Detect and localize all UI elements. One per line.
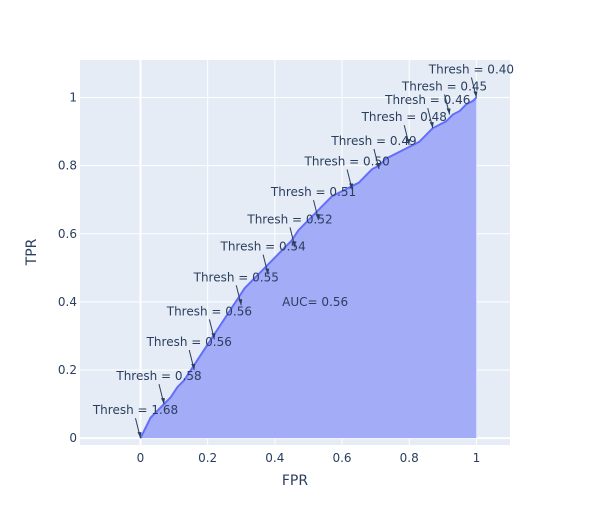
threshold-annotation-label: Thresh = 0.54	[220, 240, 306, 254]
annotation-arrowhead	[315, 214, 320, 221]
x-axis-ticks: 0 0.2 0.4 0.6 0.8 1	[137, 451, 481, 465]
x-tick-label: 0.6	[332, 451, 351, 465]
y-axis-title: TPR	[24, 238, 40, 266]
annotation-arrowhead	[375, 163, 380, 170]
threshold-annotation-label: Thresh = 1.68	[92, 403, 178, 417]
threshold-annotation-label: Thresh = 0.45	[401, 80, 487, 94]
threshold-annotation-label: Thresh = 0.58	[115, 369, 201, 383]
threshold-annotation-label: Thresh = 0.51	[270, 185, 356, 199]
annotation-arrowhead	[406, 139, 411, 146]
y-tick-label: 0	[69, 431, 77, 445]
threshold-annotation-label: Thresh = 0.56	[166, 304, 252, 318]
annotation-arrowhead	[349, 183, 354, 190]
threshold-annotation-label: Thresh = 0.52	[246, 212, 332, 226]
x-axis-title: FPR	[282, 473, 308, 489]
annotation-arrowhead	[292, 241, 296, 248]
threshold-annotation-label: Thresh = 0.49	[330, 134, 416, 148]
roc-curve-line	[139, 96, 478, 439]
annotation-arrowhead	[238, 299, 243, 306]
annotation-arrowhead	[137, 432, 142, 439]
auc-label: AUC= 0.56	[282, 295, 348, 309]
y-axis-ticks: 0 0.2 0.4 0.6 0.8 1	[58, 90, 77, 445]
y-tick-label: 0.6	[58, 227, 77, 241]
annotation-arrowhead	[160, 398, 165, 405]
threshold-annotation-label: Thresh = 0.46	[384, 93, 470, 107]
y-tick-label: 0.4	[58, 295, 77, 309]
annotation-arrowhead	[429, 122, 434, 129]
x-tick-label: 0.4	[265, 451, 284, 465]
annotation-arrowhead	[446, 108, 451, 115]
annotation-arrowhead	[265, 268, 270, 275]
threshold-annotations: Thresh = 1.68 Thresh = 0.58 Thresh = 0.56 T…	[92, 62, 514, 439]
x-tick-label: 1	[473, 451, 481, 465]
roc-fill	[140, 97, 477, 439]
annotation-arrowhead	[211, 333, 216, 340]
annotation-arrowhead	[473, 91, 478, 98]
roc-area	[139, 96, 478, 439]
threshold-annotation-label: Thresh = 0.48	[361, 110, 447, 124]
x-tick-label: 0.8	[400, 451, 419, 465]
threshold-annotation-label: Thresh = 0.50	[303, 154, 389, 168]
y-tick-label: 0.2	[58, 363, 77, 377]
y-tick-label: 1	[69, 90, 77, 104]
threshold-annotation-label: Thresh = 0.56	[146, 335, 232, 349]
x-tick-label: 0	[137, 451, 145, 465]
y-tick-label: 0.8	[58, 159, 77, 173]
threshold-annotation-label: Thresh = 0.40	[428, 62, 514, 76]
annotation-arrowhead	[191, 364, 196, 371]
threshold-annotation-label: Thresh = 0.55	[193, 270, 279, 284]
x-tick-label: 0.2	[198, 451, 217, 465]
